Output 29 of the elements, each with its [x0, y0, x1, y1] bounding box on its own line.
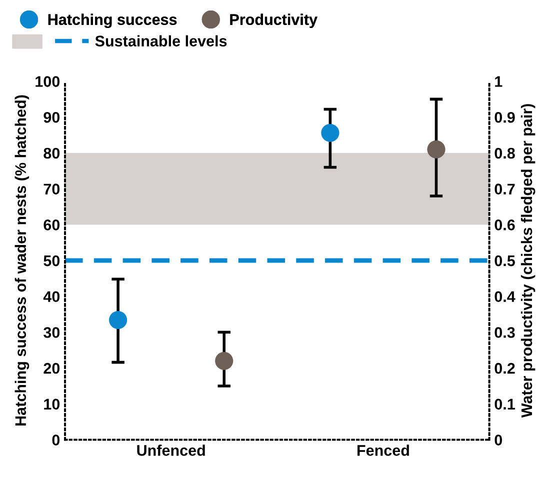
y-tick-label: 80: [44, 148, 60, 159]
x-tick-label: Fenced: [358, 444, 409, 456]
y-tick-label: 50: [44, 255, 60, 266]
legend-label: Hatching success: [48, 14, 177, 28]
y-tick-label: 30: [44, 327, 60, 338]
y2-tick-label: 0.6: [494, 220, 515, 230]
y-tick-label: 100: [36, 76, 60, 87]
y-tick-label: 0: [52, 434, 60, 446]
y-tick-label: 10: [44, 398, 60, 410]
y2-tick-label: 0.2: [494, 362, 515, 374]
y-tick-label: 40: [43, 291, 60, 302]
y2-tick-label: 0.5: [494, 255, 515, 266]
legend-label: Sustainable levels: [95, 35, 227, 46]
y-tick-label: 60: [44, 220, 60, 230]
y-tick-label: 90: [44, 112, 60, 123]
y2-tick-label: 0.9: [494, 112, 515, 123]
y2-axis-title: Water productivity (chicks fledged per pair): [520, 104, 536, 418]
y-tick-label: 70: [44, 184, 60, 194]
y2-tick-label: 0.8: [494, 148, 515, 159]
y2-tick-label: 0.1: [494, 398, 515, 410]
y2-tick-label: 1: [495, 76, 502, 87]
y-tick-label: 20: [44, 362, 60, 374]
y2-tick-label: 0.7: [494, 184, 515, 194]
y2-tick-label: 0.3: [494, 327, 515, 338]
legend-label: Productivity: [230, 14, 318, 28]
y2-tick-label: 0: [494, 434, 502, 446]
y-axis-title: Hatching success of wader nests (% hatched): [14, 95, 30, 426]
y2-tick-label: 0.4: [494, 291, 516, 302]
x-tick-label: Unfenced: [137, 444, 205, 456]
